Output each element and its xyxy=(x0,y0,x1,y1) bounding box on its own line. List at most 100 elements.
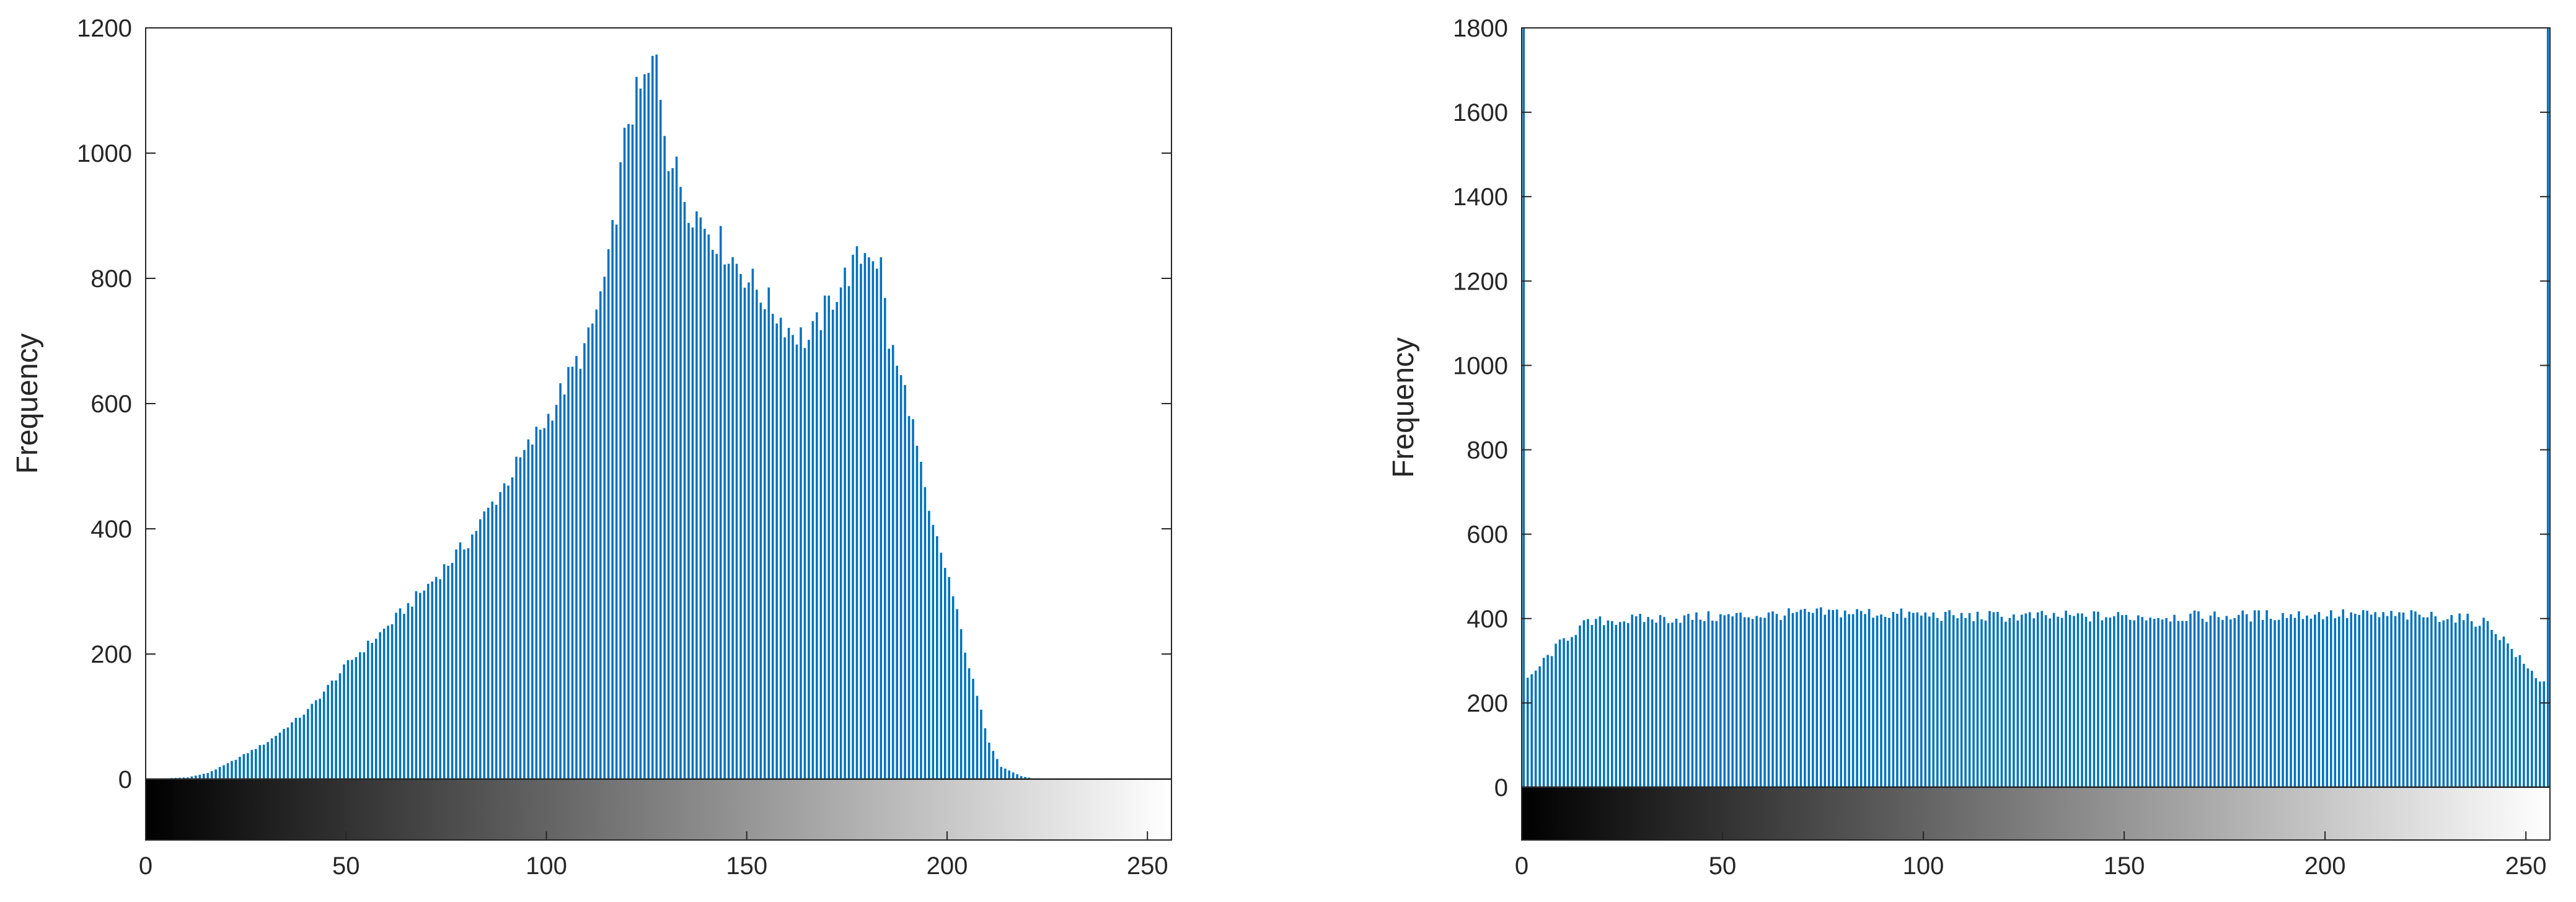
histogram-bar xyxy=(411,606,413,779)
histogram-bar xyxy=(1876,616,1879,787)
histogram-bar xyxy=(863,253,867,779)
histogram-bar xyxy=(2442,620,2445,787)
histogram-bar xyxy=(1884,617,1887,787)
histogram-bar xyxy=(2526,668,2530,787)
histogram-bar xyxy=(1727,614,1730,787)
histogram-bar xyxy=(2458,613,2461,787)
histogram-bar xyxy=(1916,612,1919,787)
histogram-bar xyxy=(759,303,762,779)
histogram-bar xyxy=(2486,621,2489,787)
histogram-bar xyxy=(984,728,987,779)
histogram-bar xyxy=(1550,656,1553,787)
histogram-bar xyxy=(932,524,935,779)
histogram-bar xyxy=(395,612,397,779)
histogram-bar xyxy=(258,745,262,779)
histogram-bar xyxy=(1940,621,1943,787)
histogram-bar xyxy=(888,348,891,779)
histogram-bar xyxy=(783,337,786,779)
x-tick-label: 200 xyxy=(2305,852,2346,880)
histogram-bar xyxy=(1659,615,1662,787)
histogram-bar xyxy=(1988,611,1991,787)
histogram-bar xyxy=(2225,616,2228,787)
bar-series xyxy=(1522,28,2549,787)
histogram-bar xyxy=(683,201,686,779)
histogram-bar xyxy=(631,124,634,780)
histogram-bar xyxy=(731,257,734,779)
histogram-bar xyxy=(2129,619,2132,787)
histogram-bar xyxy=(748,282,750,779)
histogram-bar xyxy=(1643,622,1646,787)
histogram-bar xyxy=(2109,617,2112,787)
histogram-bar xyxy=(479,519,482,779)
histogram-bar xyxy=(775,323,778,779)
histogram-bar xyxy=(723,264,726,779)
histogram-bar xyxy=(2422,617,2425,787)
histogram-bar xyxy=(2531,670,2533,787)
histogram-bar xyxy=(1788,608,1790,787)
y-tick-label: 0 xyxy=(1494,774,1508,802)
y-tick-label: 200 xyxy=(1467,690,1508,717)
histogram-bar xyxy=(2370,614,2373,787)
histogram-bar xyxy=(2165,618,2168,787)
histogram-bar xyxy=(996,759,999,779)
histogram-bar xyxy=(2426,617,2429,787)
histogram-bar xyxy=(779,317,782,779)
histogram-bar xyxy=(555,405,558,779)
histogram-bar xyxy=(792,335,794,779)
histogram-bar xyxy=(1611,621,1613,787)
histogram-bar xyxy=(1719,614,1722,787)
histogram-bar xyxy=(2024,613,2027,787)
x-tick-label: 0 xyxy=(1515,852,1528,880)
histogram-bar xyxy=(876,268,878,779)
histogram-bar xyxy=(1944,612,1947,787)
histogram-bar xyxy=(751,268,754,779)
histogram-bar xyxy=(948,577,950,779)
histogram-bar xyxy=(1791,612,1794,787)
histogram-bar xyxy=(539,430,542,779)
histogram-bar xyxy=(291,722,293,779)
histogram-bar xyxy=(1687,614,1690,787)
histogram-bar xyxy=(1522,28,1525,787)
histogram-bar xyxy=(1848,614,1850,787)
histogram-bar xyxy=(2008,617,2011,787)
histogram-bar xyxy=(583,343,586,779)
histogram-bar xyxy=(2345,617,2349,787)
histogram-bar xyxy=(335,680,337,779)
y-tick-label: 0 xyxy=(118,766,132,794)
histogram-bar xyxy=(2133,620,2136,787)
histogram-bar xyxy=(407,603,410,779)
histogram-bar xyxy=(1623,621,1626,787)
histogram-bar xyxy=(803,348,806,779)
histogram-bar xyxy=(511,477,514,779)
y-tick-label: 400 xyxy=(1467,606,1508,633)
histogram-bar xyxy=(1739,612,1742,787)
histogram-bar xyxy=(2065,611,2067,787)
histogram-bar xyxy=(1626,623,1630,787)
histogram-bar xyxy=(1743,617,1746,787)
histogram-bar xyxy=(1896,613,1899,787)
histogram-bar xyxy=(2036,612,2039,787)
histogram-bar xyxy=(940,552,943,779)
histogram-bar xyxy=(2326,616,2329,787)
x-tick-label: 250 xyxy=(2505,852,2547,880)
histogram-bar xyxy=(2141,617,2144,787)
histogram-bar xyxy=(447,565,449,779)
histogram-bar xyxy=(198,774,201,779)
histogram-bar xyxy=(980,709,982,779)
histogram-bar xyxy=(1579,625,1581,787)
histogram-bar xyxy=(351,660,353,779)
histogram-bar xyxy=(2382,612,2384,787)
histogram-bar xyxy=(1804,609,1806,787)
histogram-bar xyxy=(844,267,846,779)
histogram-bar xyxy=(1012,772,1015,779)
histogram-bar xyxy=(2057,616,2059,787)
histogram-bar xyxy=(1020,776,1023,779)
histogram-bar xyxy=(2301,619,2305,787)
histogram-bar xyxy=(2362,610,2365,787)
histogram-bar xyxy=(1835,609,1838,787)
histogram-bar xyxy=(2534,678,2538,787)
histogram-bar xyxy=(2161,619,2164,787)
histogram-bar xyxy=(647,73,650,780)
histogram-bar xyxy=(2402,612,2405,787)
histogram-bar xyxy=(1615,625,1618,787)
